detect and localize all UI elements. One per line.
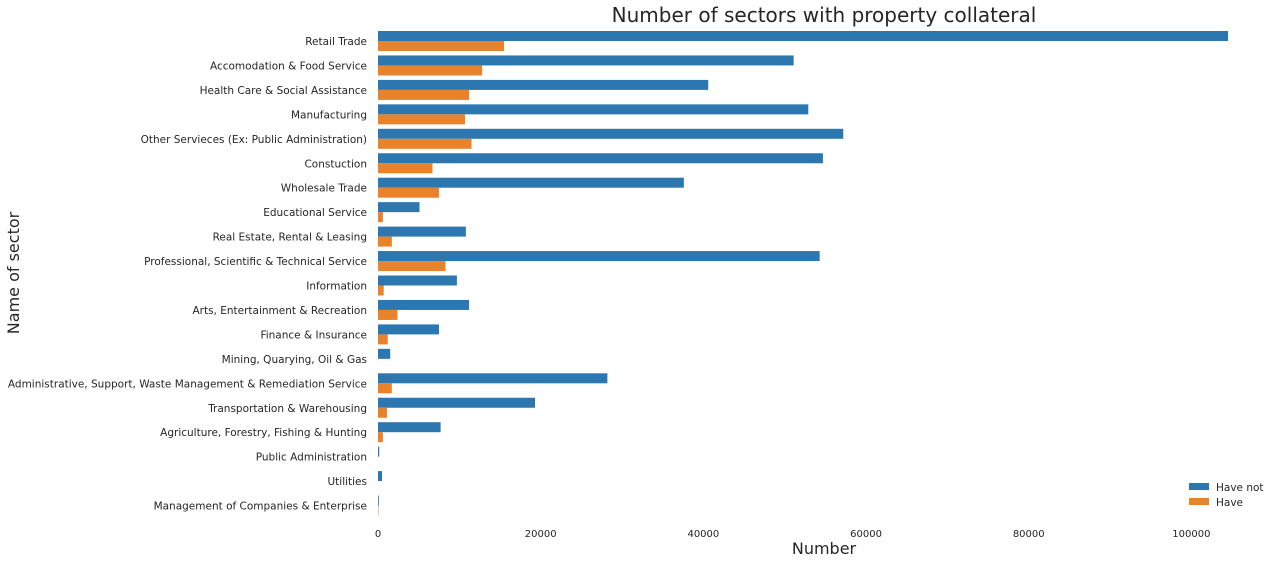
bar-have-not-11 [378,299,470,310]
legend: Have not Have [1189,482,1264,509]
category-label: Wholesale Trade [281,183,367,195]
category-label: Professional, Scientific & Technical Ser… [144,256,367,268]
x-tick-label: 0 [375,529,381,540]
bar-have-15 [378,407,387,418]
category-label: Arts, Entertainment & Recreation [192,305,367,317]
x-tick-label: 60000 [850,529,882,540]
bar-have-not-2 [378,79,709,90]
category-label: Finance & Insurance [260,329,367,341]
bar-have-2 [378,89,470,100]
bar-have-not-0 [378,31,1228,41]
bar-have-1 [378,65,483,76]
legend-swatch-have-not [1189,483,1209,490]
category-label: Agriculture, Forestry, Fishing & Hunting [160,427,367,439]
category-label: Health Care & Social Assistance [200,85,367,97]
bar-have-10 [378,285,384,296]
x-axis-ticks: 0 20000 40000 60000 80000 100000 [375,529,1211,540]
bar-have-not-8 [378,226,466,237]
bar-have-9 [378,261,446,272]
category-label: Administrative, Support, Waste Managemen… [8,378,367,390]
bar-have-0 [378,41,505,51]
bar-have-6 [378,187,439,198]
bar-have-14 [378,383,392,394]
bar-have-not-18 [378,471,383,482]
bar-have-5 [378,163,433,174]
x-tick-label: 100000 [1172,529,1210,540]
x-tick-label: 80000 [1013,529,1045,540]
bar-have-not-14 [378,373,608,384]
legend-label-have-not: Have not [1216,482,1264,494]
bar-have-4 [378,138,472,149]
category-label: Information [306,281,367,293]
bar-have-not-12 [378,324,439,335]
bar-have-11 [378,309,398,320]
bar-have-not-19 [378,495,379,506]
category-label: Accomodation & Food Service [210,60,367,72]
chart-title: Number of sectors with property collater… [612,3,1037,27]
x-tick-label: 40000 [687,529,719,540]
category-label: Manufacturing [291,109,367,121]
category-label: Utilities [327,476,367,488]
bar-have-not-1 [378,55,794,66]
category-label: Retail Trade [305,36,367,48]
bar-have-8 [378,236,392,247]
category-label: Mining, Quarying, Oil & Gas [222,354,367,366]
category-label: Public Administration [256,452,367,464]
bar-have-not-5 [378,153,823,164]
bar-have-7 [378,212,383,223]
bar-have-3 [378,114,466,125]
bar-have-12 [378,334,388,345]
category-labels: Retail Trade Accomodation & Food Service H… [8,36,367,513]
bar-have-not-4 [378,128,844,139]
category-label: Management of Companies & Enterprise [154,501,367,513]
x-tick-label: 20000 [525,529,557,540]
legend-label-have: Have [1216,497,1243,509]
bar-have-not-13 [378,348,391,359]
bar-have-not-9 [378,251,820,262]
bar-have-not-6 [378,177,684,188]
bar-layer [378,31,1228,516]
bar-have-not-17 [378,446,380,457]
bar-have-not-3 [378,104,809,115]
category-label: Educational Service [263,207,367,219]
category-label: Constuction [304,158,367,170]
bar-have-not-7 [378,202,420,213]
bar-have-not-15 [378,397,535,408]
x-axis-label: Number [792,539,857,558]
legend-swatch-have [1189,498,1209,505]
category-label: Other Servieces (Ex: Public Administrati… [141,134,367,146]
bar-have-16 [378,432,383,443]
category-label: Real Estate, Rental & Leasing [213,232,367,244]
category-label: Transportation & Warehousing [207,403,367,415]
bar-have-not-10 [378,275,457,286]
bar-have-not-16 [378,422,441,433]
y-axis-label: Name of sector [4,211,23,334]
